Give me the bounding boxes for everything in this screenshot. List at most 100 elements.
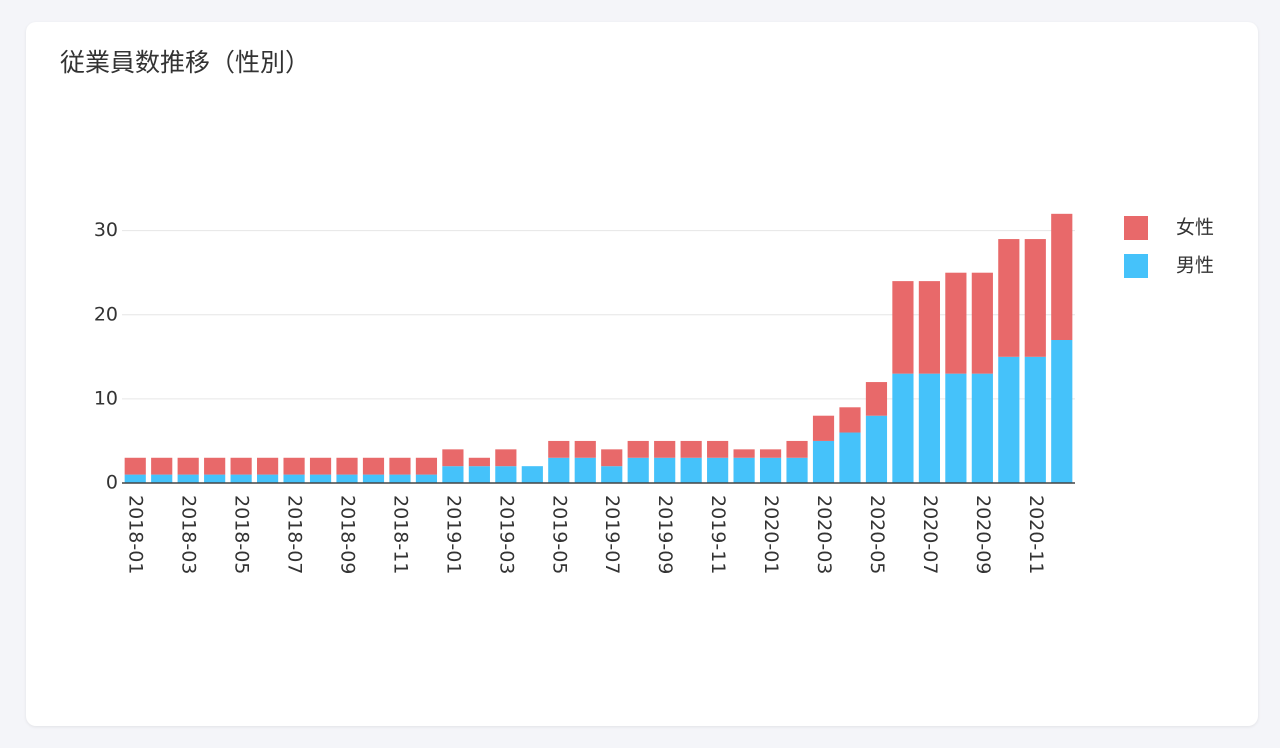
bar	[971, 272, 993, 374]
bar	[707, 440, 729, 458]
x-tick-label: 2018-01	[125, 495, 147, 574]
bar	[1024, 356, 1046, 483]
y-tick-label: 20	[94, 303, 118, 325]
legend-label: 女性	[1176, 217, 1214, 239]
x-tick-label: 2018-11	[389, 495, 411, 574]
x-tick-label: 2020-03	[813, 495, 835, 574]
x-tick-label: 2019-01	[442, 495, 464, 574]
legend-swatch	[1124, 216, 1148, 240]
x-tick-label: 2019-03	[495, 495, 517, 574]
bar	[733, 449, 755, 458]
bar	[627, 440, 649, 458]
bar	[336, 474, 358, 483]
bar	[389, 474, 411, 483]
bar	[1051, 340, 1073, 483]
bar	[415, 474, 438, 483]
bar	[680, 457, 702, 483]
bar	[309, 457, 332, 475]
x-tick-label: 2018-09	[337, 495, 359, 574]
bar	[151, 474, 173, 483]
bar	[945, 272, 967, 374]
x-tick-label: 2018-03	[178, 495, 200, 574]
bar	[971, 373, 993, 483]
bar	[998, 356, 1020, 483]
bar	[839, 407, 861, 433]
bar	[945, 373, 967, 483]
bar	[442, 449, 464, 467]
bar	[892, 281, 914, 374]
bar	[548, 457, 570, 483]
x-tick-label: 2020-11	[1025, 495, 1047, 574]
bar	[759, 449, 782, 458]
bar	[336, 457, 358, 475]
bar	[204, 457, 226, 475]
bar	[177, 474, 199, 483]
bar	[151, 457, 173, 475]
bar	[362, 474, 385, 483]
bar	[786, 440, 808, 458]
bar	[468, 457, 490, 467]
bar	[627, 457, 649, 483]
bar	[442, 466, 464, 483]
bar	[918, 281, 940, 374]
bar	[124, 474, 146, 483]
bar	[468, 466, 490, 483]
bar	[1024, 239, 1046, 357]
x-tick-label: 2020-01	[760, 495, 782, 574]
bar	[257, 457, 279, 475]
x-tick-label: 2019-07	[601, 495, 623, 574]
legend-swatch	[1124, 254, 1148, 278]
y-tick-label: 10	[94, 387, 118, 409]
bar	[759, 457, 782, 483]
bar	[257, 474, 279, 483]
x-tick-label: 2019-09	[654, 495, 676, 574]
bar	[283, 474, 305, 483]
bar	[918, 373, 940, 483]
x-tick-label: 2018-05	[231, 495, 253, 574]
bar	[601, 449, 623, 467]
bar	[707, 457, 729, 483]
x-tick-label: 2019-11	[707, 495, 729, 574]
bar	[812, 440, 835, 483]
bar	[283, 457, 305, 475]
bar	[865, 415, 888, 483]
x-tick-label: 2020-07	[919, 495, 941, 574]
bar	[415, 457, 438, 475]
x-tick-label: 2020-05	[866, 495, 888, 574]
bar	[680, 440, 702, 458]
bar	[654, 440, 676, 458]
bar	[733, 457, 755, 483]
bar	[839, 432, 861, 483]
bar	[548, 440, 570, 458]
x-tick-label: 2020-09	[972, 495, 994, 574]
bar	[124, 457, 146, 475]
bar	[574, 440, 596, 458]
bar	[230, 474, 252, 483]
bar	[495, 449, 517, 467]
bar	[309, 474, 332, 483]
bar	[786, 457, 808, 483]
legend-label: 男性	[1176, 255, 1214, 277]
bar	[654, 457, 676, 483]
bar	[812, 415, 835, 441]
bar	[204, 474, 226, 483]
bar	[495, 466, 517, 483]
bar	[230, 457, 252, 475]
y-tick-label: 0	[106, 472, 118, 494]
x-tick-label: 2019-05	[548, 495, 570, 574]
bar	[892, 373, 914, 483]
chart-title: 従業員数推移（性別）	[60, 48, 310, 77]
bar	[389, 457, 411, 475]
y-tick-label: 30	[94, 219, 118, 241]
bar	[998, 239, 1020, 357]
bar	[574, 457, 596, 483]
bar	[521, 466, 543, 483]
bar	[865, 382, 888, 416]
bar	[177, 457, 199, 475]
bar	[1051, 213, 1073, 340]
x-tick-label: 2018-07	[284, 495, 306, 574]
bar	[601, 466, 623, 483]
bar	[362, 457, 385, 475]
